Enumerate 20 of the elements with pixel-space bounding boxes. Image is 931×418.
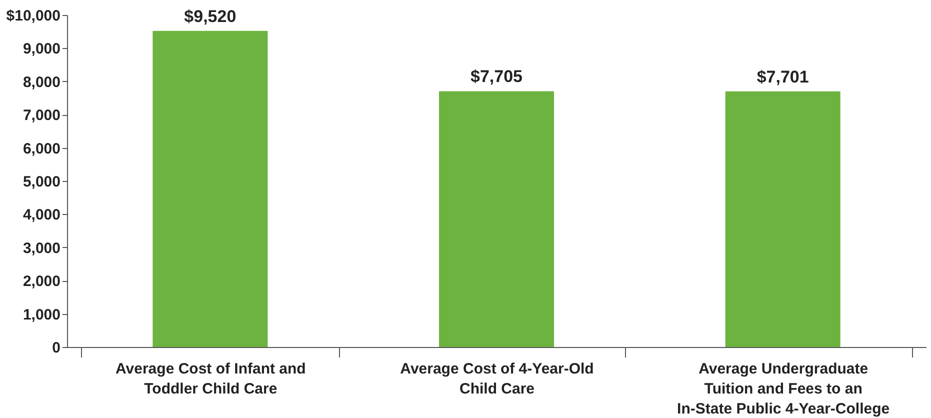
y-tick-label: 5,000 [22,174,60,190]
x-tick-label: Average Cost of 4-Year-Old Child Care [400,360,594,398]
bar [439,91,554,347]
y-tick-label: 1,000 [22,306,60,324]
bar [725,91,840,347]
data-label: $9,520 [184,6,236,26]
data-label: $7,701 [756,67,809,86]
y-tick-label: 0 [52,340,60,356]
y-tick-label: 9,000 [22,40,60,58]
y-tick-label: 7,000 [22,107,60,124]
y-tick-label: 6,000 [22,140,60,158]
x-tick-label: Average Undergraduate Tuition and Fees to an In-State Public 4-Year-College [677,360,890,418]
y-tick-label: 3,000 [22,240,60,257]
y-tick-label: 4,000 [22,206,60,224]
y-tick-label: 8,000 [22,74,60,91]
y-tick-label: $10,000 [6,8,60,24]
data-label: $7,705 [470,67,522,86]
x-tick-label: Average Cost of Infant and Toddler Child Care [116,360,306,398]
bar [152,30,268,347]
y-tick-label: 2,000 [22,273,60,290]
